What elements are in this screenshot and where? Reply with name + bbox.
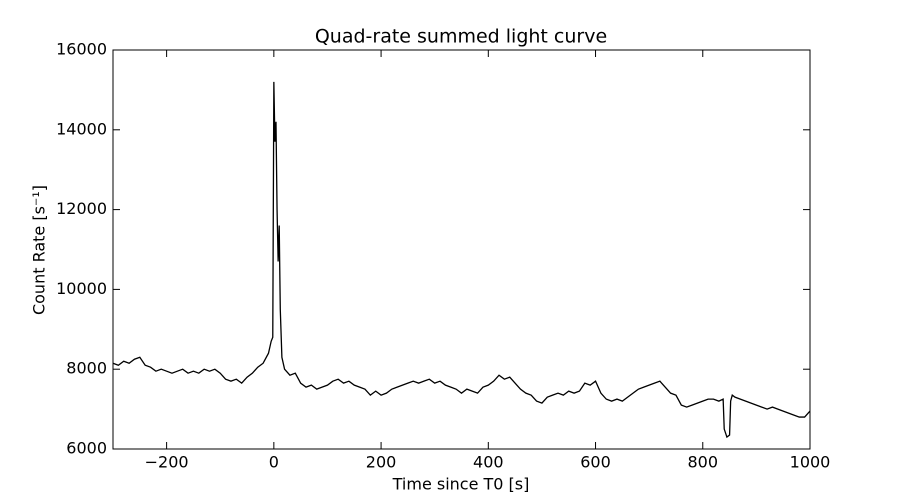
y-tick-label: 10000	[56, 279, 107, 298]
plot-frame	[112, 49, 811, 450]
x-tick-label: 200	[366, 453, 397, 472]
y-tick-label: 16000	[56, 40, 107, 59]
data-line	[112, 81, 811, 439]
y-tick-label: 6000	[66, 439, 107, 458]
x-tick-label: 0	[269, 453, 279, 472]
chart-title: Quad-rate summed light curve	[315, 26, 607, 48]
x-axis-label: Time since T0 [s]	[392, 475, 530, 494]
x-tick-label: 600	[580, 453, 611, 472]
x-tick-label: 1000	[790, 453, 831, 472]
x-tick-label: −200	[145, 453, 189, 472]
x-tick-label: 400	[473, 453, 504, 472]
y-tick-label: 8000	[66, 359, 107, 378]
y-tick-label: 14000	[56, 119, 107, 138]
y-axis-label: Count Rate [s⁻¹]	[30, 185, 49, 315]
y-tick-label: 12000	[56, 199, 107, 218]
x-tick-label: 800	[687, 453, 718, 472]
